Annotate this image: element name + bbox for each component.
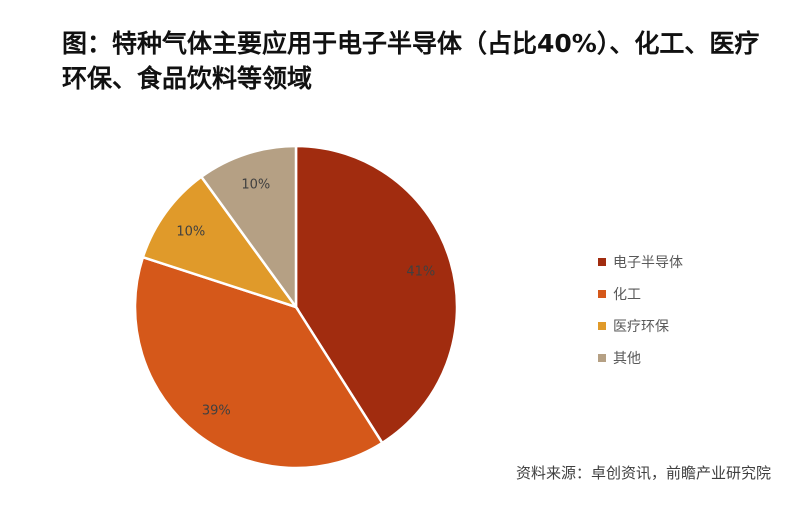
legend-label: 医疗环保 xyxy=(613,319,669,335)
legend-item-1: 电子半导体 xyxy=(598,246,683,278)
source-note: 资料来源：卓创资讯，前瞻产业研究院 xyxy=(515,464,771,482)
legend-item-3: 医疗环保 xyxy=(598,310,683,342)
pie-data-label-1: 41% xyxy=(406,265,435,280)
legend: 电子半导体化工医疗环保其他 xyxy=(598,246,683,374)
legend-label: 其他 xyxy=(613,351,641,367)
pie-slice-4 xyxy=(199,144,298,311)
pie-slice-3 xyxy=(141,175,300,310)
pie-data-label-4: 10% xyxy=(241,177,270,192)
pie-data-label-2: 39% xyxy=(202,404,231,419)
legend-swatch xyxy=(598,322,606,330)
chart-title: 图：特种气体主要应用于电子半导体（占比40%）、化工、医疗环保、食品饮料等领域 xyxy=(62,29,760,93)
legend-swatch xyxy=(598,258,606,266)
legend-item-4: 其他 xyxy=(598,342,683,374)
legend-swatch xyxy=(598,354,606,362)
pie-slice-2 xyxy=(133,255,384,470)
legend-label: 化工 xyxy=(613,287,641,303)
legend-item-2: 化工 xyxy=(598,278,683,310)
legend-label: 电子半导体 xyxy=(613,255,683,271)
legend-swatch xyxy=(598,290,606,298)
pie-data-label-3: 10% xyxy=(176,225,205,240)
